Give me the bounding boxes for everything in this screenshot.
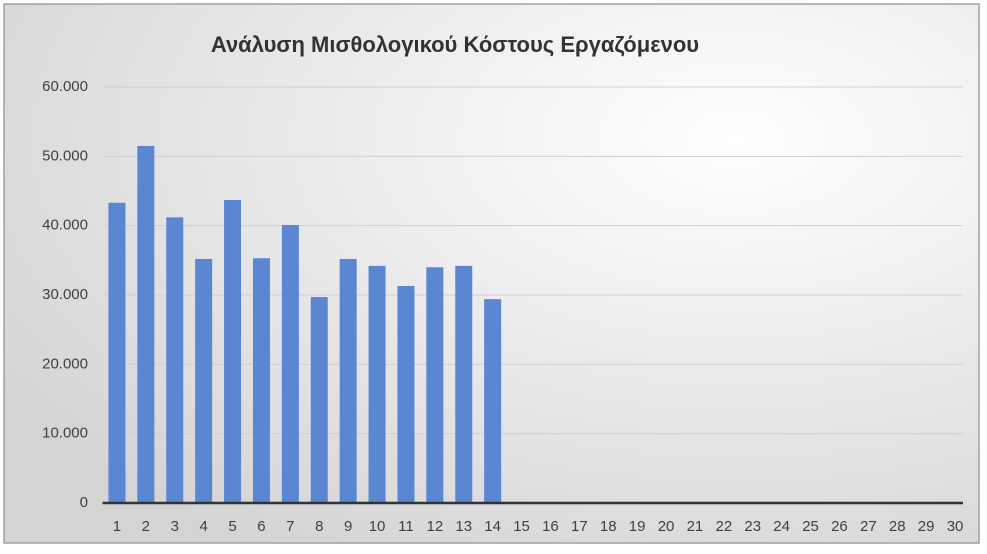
x-tick-label: 2: [142, 518, 150, 535]
x-tick-label: 11: [398, 518, 414, 535]
bar: [224, 200, 242, 503]
x-tick-label: 23: [744, 518, 761, 535]
x-tick-label: 3: [171, 518, 179, 535]
x-tick-label: 10: [369, 518, 386, 535]
bar: [252, 258, 270, 503]
x-tick-label: 24: [773, 518, 790, 535]
x-tick-label: 13: [455, 518, 472, 535]
x-tick-label: 27: [860, 518, 877, 535]
bar: [455, 265, 473, 503]
x-tick-label: 7: [286, 518, 294, 535]
x-tick-label: 6: [257, 518, 265, 535]
chart-title: Ανάλυση Μισθολογικού Κόστους Εργαζόμενου: [211, 32, 699, 57]
bar: [339, 258, 357, 503]
x-tick-label: 25: [802, 518, 819, 535]
y-tick-label: 50.000: [42, 147, 88, 164]
y-tick-label: 40.000: [42, 217, 88, 234]
x-tick-label: 29: [918, 518, 935, 535]
x-tick-label: 12: [427, 518, 444, 535]
x-tick-label: 30: [947, 518, 964, 535]
x-tick-label: 15: [513, 518, 530, 535]
x-tick-label: 22: [716, 518, 733, 535]
x-tick-label: 17: [571, 518, 588, 535]
x-tick-label: 8: [315, 518, 323, 535]
x-tick-label: 21: [687, 518, 704, 535]
bar: [195, 258, 213, 503]
x-tick-label: 20: [658, 518, 675, 535]
x-tick-label: 26: [831, 518, 848, 535]
x-tick-label: 5: [228, 518, 236, 535]
x-tick-label: 9: [344, 518, 352, 535]
bar: [137, 145, 155, 503]
x-tick-label: 18: [600, 518, 617, 535]
y-tick-label: 30.000: [42, 286, 88, 303]
y-tick-label: 60.000: [42, 78, 88, 95]
bar: [484, 299, 502, 503]
bar: [397, 285, 415, 503]
y-tick-label: 20.000: [42, 355, 88, 372]
x-tick-label: 1: [113, 518, 121, 535]
bar: [368, 265, 386, 503]
x-tick-label: 4: [199, 518, 207, 535]
y-tick-label: 0: [80, 494, 88, 511]
x-tick-label: 28: [889, 518, 906, 535]
y-tick-label: 10.000: [42, 425, 88, 442]
bar: [426, 267, 444, 503]
bar: [166, 217, 184, 503]
x-tick-label: 14: [484, 518, 501, 535]
bar: [281, 224, 299, 503]
bar: [310, 297, 328, 503]
x-tick-label: 16: [542, 518, 559, 535]
x-tick-label: 19: [629, 518, 646, 535]
bar: [108, 202, 126, 503]
